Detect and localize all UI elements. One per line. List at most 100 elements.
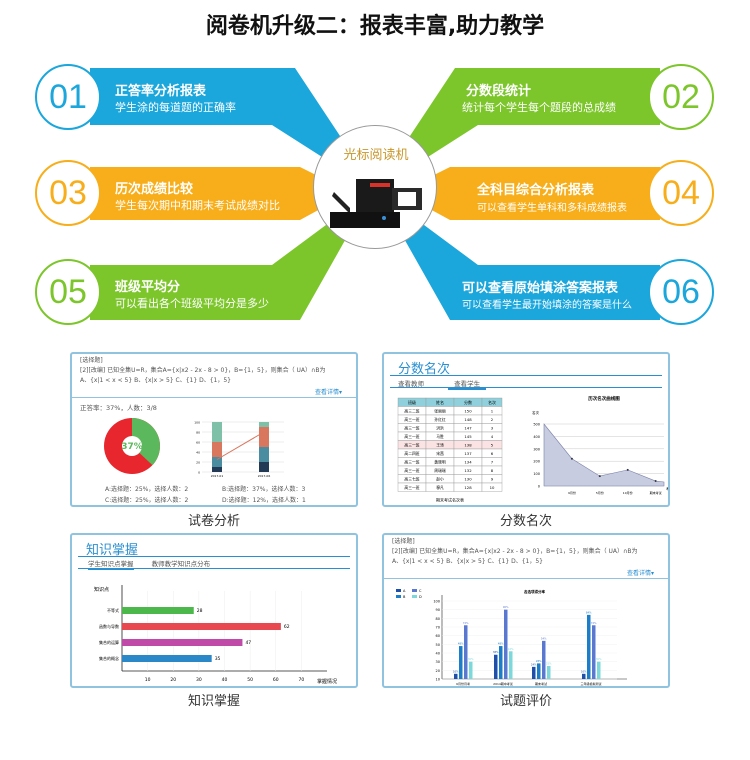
bar [582,673,586,679]
y-tick-label: 30 [436,660,440,664]
table-cell-text: 高三一班 [404,485,419,490]
data-label: 16% [453,669,459,673]
table-cell-text: 穆凡 [436,485,444,490]
table-cell-text: 赵小 [436,477,444,482]
table-header: 分数 [464,399,472,405]
table-cell-text: 128 [464,485,472,490]
table-cell-text: 孙红红 [434,417,446,422]
data-label: 38% [493,650,499,654]
table-cell [481,482,503,492]
legend-label: A [403,589,406,593]
bar [587,614,591,679]
legend-label: D [419,595,422,599]
table-cell-text: 高三一班 [404,468,419,473]
trend-line [216,431,265,460]
data-label: 16% [581,669,587,673]
panel-title: 分数名次 [398,362,451,377]
table-header: 姓名 [436,399,444,405]
data-label: 42% [508,647,514,651]
bar [592,625,596,679]
data-label: 72% [591,621,597,625]
table-cell-text: 10 [490,485,495,490]
view-details-link[interactable]: 查看详情▾ [626,570,654,577]
table-cell-text: 高三一班 [404,460,419,465]
table-cell-text: 张丽丽 [434,409,446,414]
y-tick-label: 20 [436,669,440,673]
bar [547,666,551,679]
tab-teacher-knowledge[interactable]: 教师教学知识点分布 [151,560,211,568]
question-eval-chart: AB CD 各选项得分率 10 20 30 40 50 60 70 80 90 100 16% 48% 72%… [396,589,627,686]
badge-05: 05 [35,259,101,325]
y-tick-label: 20 [196,461,200,465]
y-tick-label: 90 [436,608,440,612]
x-tick-label: 期末考试 [650,490,662,495]
x-tick-label: 10月份 [623,490,633,495]
tab-student[interactable]: 查看学生 [448,380,487,390]
data-label: 90% [503,605,509,609]
y-tick-label: 60 [196,441,200,445]
x-axis-label: 考试 [666,486,670,491]
table-cell-text: 周瑞瑞 [434,468,446,473]
data-label: 72% [463,621,469,625]
feature-banners [90,68,660,320]
badge-02: 02 [648,64,714,130]
stacked-bar-segment [259,422,269,427]
option-c-stat: C:选择题：25%，选择人数：2 [105,497,189,504]
x-tick-label: 2017-01 [211,474,224,478]
table-cell-text: 宋茜 [436,451,444,456]
x-tick-label: 40 [222,677,228,683]
table-header: 名次 [488,399,496,405]
tab-teacher[interactable]: 查看教师 [398,380,424,388]
chart-title: 历次名次曲线图 [588,395,620,402]
panel-knowledge: 知识掌握 学生知识点掌握 教师教学知识点分布 知识点 10 20 30 40 50 60 70… [70,533,358,688]
donut-hole [122,436,142,456]
legend-label: C [419,589,422,593]
hub-label: 光标阅读机 [343,148,409,163]
question-text: [2][改编] 已知全集U=R，集合A={x|x2 - 2x - 8 > 0}，… [80,367,326,374]
bar [537,663,541,679]
table-cell-text: 高三一班 [404,417,419,422]
panel-score-rank: 分数名次 查看教师 查看学生 班级 姓名 分数 名次 高三二班 张丽丽 150 1 高三一班 孙红… [382,352,670,507]
data-point [570,457,573,460]
table-cell-text: 150 [464,409,472,414]
stacked-bar-segment [212,457,222,467]
y-tick-label: 100 [433,600,440,604]
question-options: A、{x|1 < x < 5} B、{x|x > 5} C、{1} D、{1，5… [392,558,543,565]
panel-exam-analysis: [选择题] [2][改编] 已知全集U=R，集合A={x|x2 - 2x - 8… [70,352,358,507]
data-label: 28 [197,608,203,614]
question-tag: [选择题] [392,538,415,545]
data-label: 62 [284,624,290,630]
feature-title-02: 分数段统计 [466,84,532,99]
x-tick-label: 50 [247,677,253,683]
question-options: A、{x|1 < x < 5} B、{x|x > 5} C、{1} D、{1，5… [80,377,231,384]
table-cell-text: 147 [464,426,472,431]
x-tick-label: 60 [273,677,279,683]
data-label: 25% [546,662,552,666]
data-label: 54% [541,636,547,640]
table-cell-text: 高三七班 [404,477,419,482]
data-label: 28% [536,659,542,663]
y-axis-label: 知识点 [94,586,109,593]
table-cell-text: 137 [464,451,472,456]
view-details-link[interactable]: 查看详情▾ [314,389,342,396]
y-tick-label: 500 [533,423,540,427]
badge-06: 06 [648,259,714,325]
accuracy-summary: 正答率：37%，人数：3/8 [80,404,157,412]
feature-desc-01: 学生涂的每道题的正确率 [115,101,236,114]
banner-01 [90,68,348,162]
stacked-bar-segment [259,427,269,447]
table-cell-text: 130 [464,477,472,482]
table-cell-text: 高三一班 [404,434,419,439]
legend-label: B [403,595,406,599]
data-label: 48% [458,642,464,646]
table-cell-text: 洪洪 [436,426,444,431]
y-tick-label: 100 [533,472,540,476]
badge-04: 04 [648,160,714,226]
feature-title-01: 正答率分析报表 [115,84,207,99]
option-d-stat: D:选择题：12%，选择人数：1 [222,497,306,504]
table-cell-text: 8 [491,468,494,473]
tab-student-knowledge[interactable]: 学生知识点掌握 [88,560,134,570]
x-tick-label: 9月份月考 [456,681,470,686]
category-label: 集合的概念 [99,655,119,661]
x-tick-label: 5月份 [596,490,604,495]
